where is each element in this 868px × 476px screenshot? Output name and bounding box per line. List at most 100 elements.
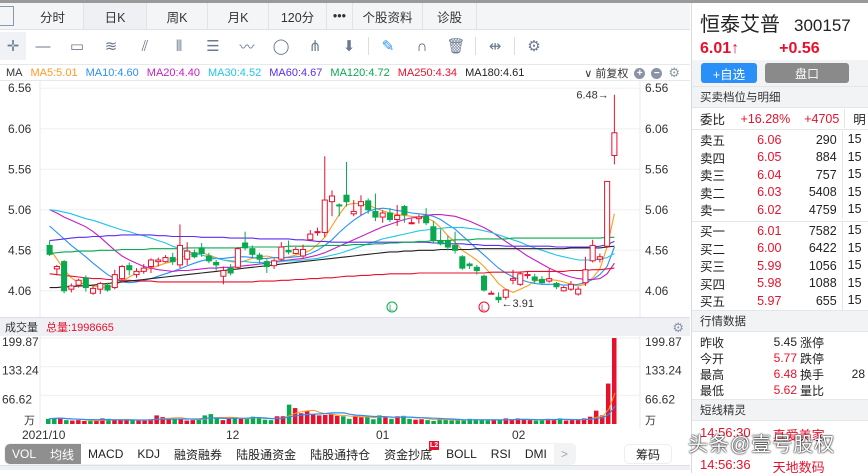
eraser-icon[interactable]: ✎	[381, 38, 395, 55]
stat-label: 今开	[700, 351, 725, 366]
bottom-strip	[0, 465, 690, 470]
candlestick-chart[interactable]: 6.56 6.56 6.06 6.06 5.56 5.56 5.06 5.06 4.56 4.56…	[0, 81, 690, 317]
stat-row: 最低 5.62 量比	[692, 382, 868, 398]
indicator-tab-4[interactable]: 融资融券	[167, 444, 230, 464]
ask-row: 卖三 6.04 757 15	[692, 166, 868, 184]
orderbook-button[interactable]: 盘口	[765, 63, 849, 83]
bid-detail: 15	[841, 239, 868, 257]
bid-label: 买二	[700, 242, 726, 257]
tab-3[interactable]: 月K	[208, 3, 269, 29]
bid-row: 买一 6.01 7582 15	[692, 222, 868, 240]
market-data-title: 行情数据	[692, 310, 868, 332]
stat-label-2: 涨停	[800, 335, 825, 350]
stat-row: 今开 5.77 跌停	[692, 350, 868, 366]
sprite-time: 14:56:30	[700, 425, 751, 440]
indicator-tab-10[interactable]: DMI	[517, 444, 554, 464]
indicator-tab-3[interactable]: KDJ	[130, 444, 168, 464]
bid-price: 5.97	[757, 293, 782, 308]
parallel-line-icon[interactable]: ⫽	[141, 37, 149, 55]
settings-icon[interactable]: ⚙	[527, 38, 541, 55]
svg-text:←3.91: ←3.91	[502, 298, 534, 310]
tab-6[interactable]: 个股资料	[353, 3, 423, 29]
bid-price: 5.98	[757, 276, 782, 291]
tab-4[interactable]: 120分	[269, 3, 327, 29]
tab-1[interactable]: 日K	[84, 3, 147, 29]
stat-label-2: 换手	[800, 367, 825, 382]
ask-row: 卖五 6.06 290 15	[692, 131, 868, 149]
price-change: +0.56	[779, 40, 820, 57]
wave-icon[interactable]: 〰	[239, 38, 255, 56]
indicator-tab-9[interactable]: RSI	[483, 444, 518, 464]
sidebar-toggle[interactable]	[0, 6, 14, 26]
svg-text:4.06: 4.06	[645, 284, 669, 298]
stat-label-2: 跌停	[800, 351, 825, 366]
settings-icon[interactable]: ⚙	[668, 65, 680, 80]
ask-price: 6.03	[757, 185, 782, 200]
drawing-toolbar: ✛ — ▭ ≋ ⫽ ⦀ ☰ 〰 ◯ ⋔ ⬇ ✎ ∩ 🗑 ⇹ ⚙	[0, 30, 690, 62]
stock-name: 恒泰艾普	[700, 14, 780, 36]
sprite-stock: 真爱美家	[772, 428, 825, 443]
stat-label: 昨收	[700, 335, 725, 350]
vertical-lines-icon[interactable]: ⦀	[175, 37, 183, 55]
trash-icon[interactable]: 🗑	[446, 38, 466, 55]
svg-text:199.87: 199.87	[645, 336, 682, 349]
volume-settings-icon[interactable]: ⚙	[672, 320, 684, 335]
tab-5[interactable]: •••	[327, 3, 353, 29]
tab-2[interactable]: 周K	[147, 3, 208, 29]
chip-distribution-button[interactable]: 筹码	[624, 444, 672, 464]
volume-label: 成交量	[5, 322, 38, 334]
rectangle-icon[interactable]: ▭	[69, 38, 85, 55]
adjust-dropdown[interactable]: ∨ 前复权	[584, 68, 629, 80]
zoom-in-icon[interactable]: +	[634, 67, 646, 79]
bid-row: 买三 5.99 1056 15	[692, 257, 868, 275]
stat-label-2: 量比	[800, 383, 825, 398]
arrow-down-icon[interactable]: ⬇	[342, 38, 356, 55]
indicator-tab-8[interactable]: BOLL	[439, 444, 484, 464]
ask-detail: 15	[841, 166, 868, 184]
ask-volume: 290	[815, 132, 837, 147]
pitchfork-icon[interactable]: ⋔	[308, 38, 322, 55]
svg-text:66.62: 66.62	[645, 392, 675, 406]
indicator-tab-5[interactable]: 陆股通资金	[229, 444, 304, 464]
bid-levels: 买一 6.01 7582 15 买二 6.00 6422 15 买三 5.99 1056 15 买四 5.…	[692, 221, 868, 310]
ask-price: 6.05	[757, 150, 782, 165]
ask-volume: 5408	[808, 185, 837, 200]
sprite-item[interactable]: 14:56:30 真爱美家	[692, 425, 868, 443]
line-icon[interactable]: —	[35, 37, 51, 55]
bid-label: 买三	[700, 260, 726, 275]
window-top-border	[0, 0, 868, 3]
sprite-item[interactable]: 14:56:36 天地数码	[692, 457, 868, 475]
indicator-tab-2[interactable]: MACD	[81, 444, 131, 464]
tab-0[interactable]: 分时	[22, 3, 84, 29]
ask-label: 卖一	[700, 204, 726, 219]
last-price: 6.01↑	[700, 40, 740, 57]
svg-text:6.06: 6.06	[8, 122, 32, 136]
svg-text:4.56: 4.56	[8, 243, 32, 257]
tab-7[interactable]: 诊股	[423, 3, 477, 29]
indicator-tab-0[interactable]: VOL	[5, 444, 44, 464]
bid-row: 买四 5.98 1088 15	[692, 274, 868, 292]
ma-legend-item: MA180:4.61	[465, 66, 525, 79]
ellipse-icon[interactable]: ◯	[272, 38, 290, 55]
move-crosshair-icon[interactable]: ✛	[0, 32, 26, 60]
indicator-tab-1[interactable]: 均线	[43, 444, 82, 464]
ask-detail: 15	[841, 183, 868, 201]
market-stats: 昨收 5.45 涨停 今开 5.77 跌停 最高 6.48 换手 28 最低 5.62 量比	[692, 334, 868, 398]
expand-horizontal-icon[interactable]: ⇹	[488, 38, 502, 55]
zoom-out-icon[interactable]: −	[651, 67, 663, 79]
fibonacci-icon[interactable]: ☰	[206, 38, 220, 55]
indicator-tab-7[interactable]: 资金抄底 L2	[377, 441, 440, 464]
indicator-tab-6[interactable]: 陆股通持仓	[303, 444, 378, 464]
bid-price: 6.00	[757, 241, 782, 256]
weibi-label: 委比	[700, 113, 726, 127]
indicator-tab-11[interactable]: >	[553, 444, 575, 464]
magnet-icon[interactable]: ∩	[416, 37, 428, 55]
add-watchlist-button[interactable]: +自选	[701, 63, 757, 83]
fan-icon[interactable]: ≋	[104, 38, 118, 55]
svg-text:5.56: 5.56	[8, 162, 32, 176]
svg-text:02: 02	[512, 428, 526, 442]
ask-detail: 15	[841, 201, 868, 219]
